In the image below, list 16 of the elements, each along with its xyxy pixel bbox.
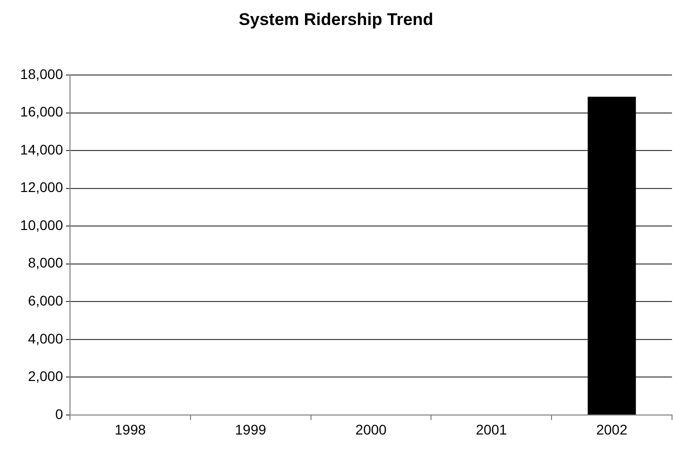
x-tick-label: 1998 — [114, 421, 146, 438]
y-tick-label: 0 — [55, 406, 64, 422]
y-tick-label: 8,000 — [28, 254, 64, 271]
x-tick-label: 2002 — [596, 421, 628, 438]
x-tick-label: 2000 — [355, 421, 387, 438]
x-tick-label: 2001 — [476, 421, 508, 438]
y-tick-label: 6,000 — [28, 292, 64, 309]
x-tick-label: 1999 — [235, 421, 266, 438]
y-tick-label: 4,000 — [28, 330, 64, 346]
y-tick-label: 12,000 — [20, 179, 64, 196]
y-tick-label: 2,000 — [28, 368, 64, 384]
y-tick-label: 16,000 — [20, 104, 64, 120]
chart-title: System Ridership Trend — [238, 10, 434, 29]
y-tick-label: 10,000 — [20, 216, 64, 233]
y-tick-label: 18,000 — [20, 66, 64, 82]
y-tick-label: 14,000 — [20, 141, 64, 158]
